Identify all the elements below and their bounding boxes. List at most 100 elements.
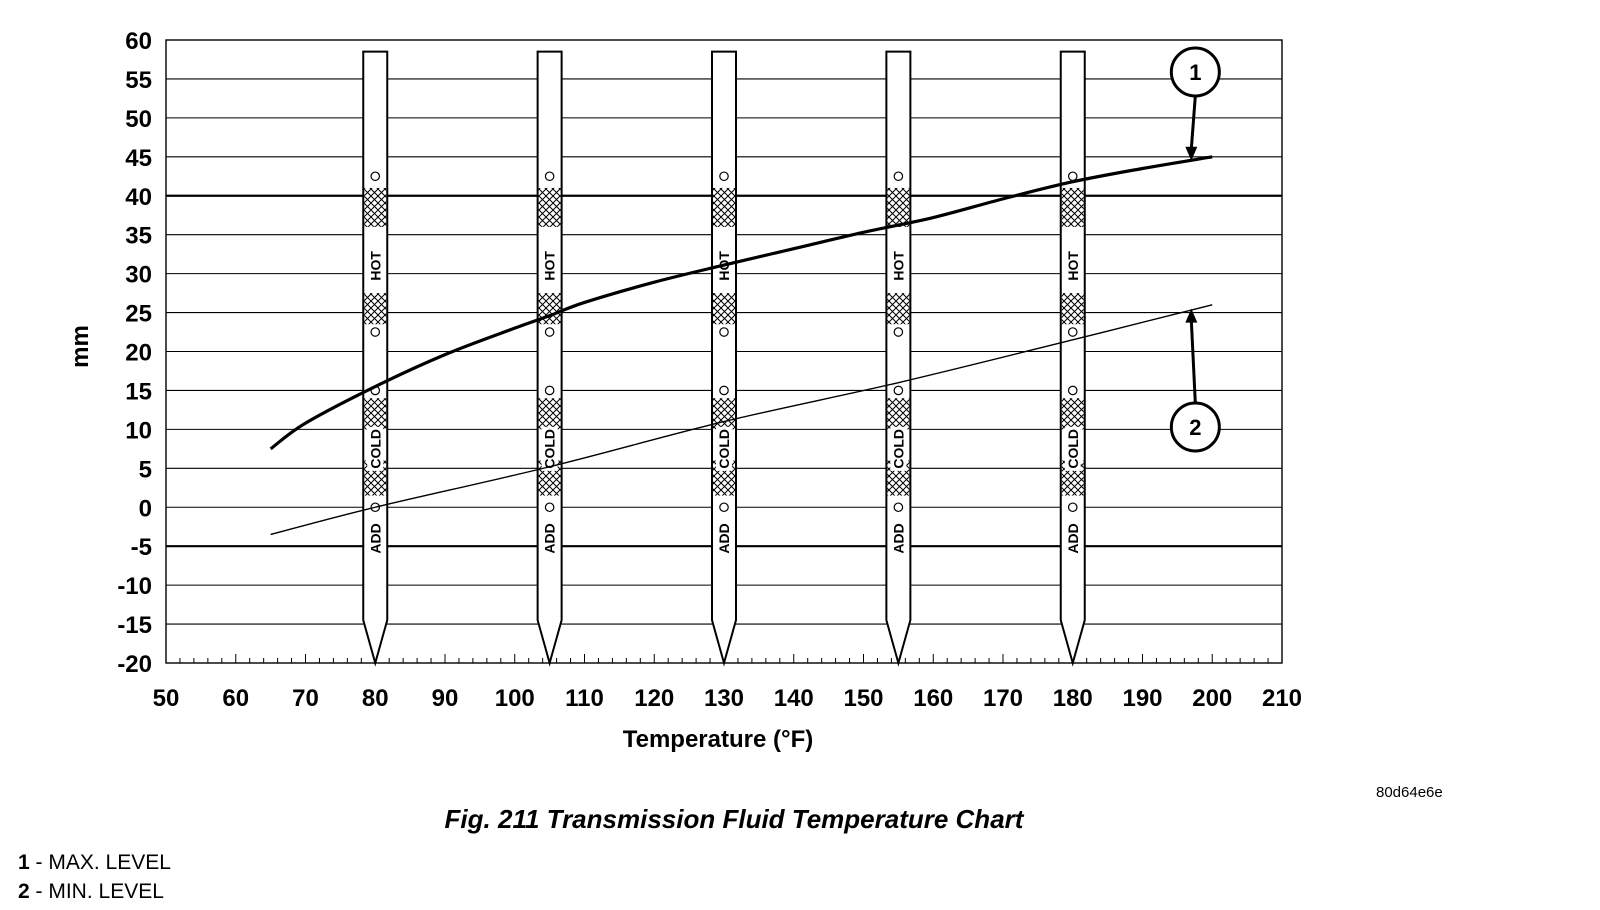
y-tick-label: 50 <box>125 106 152 133</box>
label-bg <box>1064 250 1081 281</box>
x-tick-label: 120 <box>634 685 674 712</box>
level-marker <box>1067 171 1078 182</box>
y-tick-label: 10 <box>125 417 152 444</box>
y-tick-label: -5 <box>131 534 152 561</box>
level-marker <box>719 327 729 337</box>
x-tick-label: 170 <box>983 685 1023 712</box>
level-marker <box>893 502 904 513</box>
label-bg <box>716 523 732 554</box>
hatch-band <box>713 187 735 227</box>
x-tick-label: 130 <box>704 685 744 712</box>
hatch-band <box>1061 187 1084 227</box>
dipstick-outline <box>362 50 389 667</box>
x-tick-label: 60 <box>222 685 249 712</box>
y-tick-label: -20 <box>117 651 152 678</box>
dipstick-label: COLD <box>890 429 906 469</box>
y-tick-label: 5 <box>139 456 152 483</box>
y-tick-label: 0 <box>139 495 152 522</box>
label-bg <box>890 250 907 281</box>
dipstick-180: HOT COLD ADD <box>1059 50 1086 667</box>
hatch-band <box>713 398 735 430</box>
x-tick-label: 80 <box>362 685 389 712</box>
y-tick-label: 55 <box>125 67 152 94</box>
y-tick-label: 40 <box>125 184 152 211</box>
callout-leader <box>1189 320 1197 404</box>
label-bg <box>367 523 384 554</box>
dipstick-label: COLD <box>367 429 383 469</box>
level-marker <box>1067 385 1078 396</box>
dipstick-105: HOT COLD ADD <box>536 50 563 667</box>
y-tick-label: 30 <box>125 262 152 289</box>
level-marker <box>544 327 555 337</box>
x-tick-label: 150 <box>843 685 883 712</box>
hatch-band <box>538 398 561 430</box>
label-bg <box>890 523 907 554</box>
legend-item-min-level: 2 - MIN. LEVEL <box>18 880 164 903</box>
hatch-band <box>538 187 561 227</box>
dipstick-outline <box>536 50 563 667</box>
label-bg <box>716 426 732 471</box>
dipstick-label: COLD <box>716 429 732 469</box>
x-tick-label: 110 <box>565 685 604 712</box>
level-marker <box>370 171 381 182</box>
y-tick-label: 60 <box>125 28 152 55</box>
x-tick-label: 140 <box>774 685 814 712</box>
y-tick-label: 25 <box>125 301 152 328</box>
callout-number: 2 <box>1189 415 1201 440</box>
dipstick-label: ADD <box>890 523 906 553</box>
label-bg <box>1064 426 1081 471</box>
min-level-curve <box>270 304 1213 536</box>
label-bg <box>541 426 558 471</box>
x-tick-label: 90 <box>432 685 459 712</box>
dipstick-label: ADD <box>367 523 383 553</box>
dipstick-label: HOT <box>890 251 906 281</box>
y-tick-label: -10 <box>117 573 152 600</box>
y-tick-label: 35 <box>125 223 152 250</box>
hatch-band <box>887 398 910 430</box>
figure-id: 80d64e6e <box>1376 784 1443 801</box>
level-marker <box>893 327 904 337</box>
y-tick-label: 20 <box>125 340 152 367</box>
level-marker <box>544 502 555 513</box>
level-marker <box>893 385 904 396</box>
dipstick-label: ADD <box>1065 523 1081 553</box>
dipstick-label: ADD <box>542 523 558 553</box>
y-axis-title: mm <box>67 325 94 368</box>
level-marker <box>893 171 904 182</box>
dipstick-label: HOT <box>367 251 383 281</box>
callout-arrowhead <box>1185 308 1198 323</box>
callout-leader <box>1189 95 1197 149</box>
level-marker <box>719 171 729 182</box>
x-tick-label: 200 <box>1192 685 1232 712</box>
hatch-band <box>364 187 387 227</box>
level-marker <box>544 171 555 182</box>
dipstick-label: COLD <box>1065 429 1081 469</box>
legend-item-max-level: 1 - MAX. LEVEL <box>18 851 171 874</box>
x-tick-label: 180 <box>1053 685 1093 712</box>
dipstick-outline <box>885 50 912 667</box>
hatch-band <box>887 293 910 325</box>
x-tick-label: 70 <box>292 685 319 712</box>
hatch-band <box>1061 293 1084 325</box>
label-bg <box>541 523 558 554</box>
dipstick-label: COLD <box>542 429 558 469</box>
label-bg <box>1064 523 1081 554</box>
level-marker <box>719 502 729 513</box>
x-tick-label: 210 <box>1262 685 1302 712</box>
dipstick-outline <box>1059 50 1086 667</box>
callout-number: 1 <box>1189 60 1201 85</box>
dipstick-label: ADD <box>716 523 732 553</box>
hatch-band <box>887 187 910 227</box>
label-bg <box>541 250 558 281</box>
dipstick-label: HOT <box>1065 251 1081 281</box>
x-tick-label: 190 <box>1122 685 1162 712</box>
y-tick-label: 45 <box>125 145 152 172</box>
callout-2: 2 <box>1169 308 1221 453</box>
level-marker <box>1067 502 1078 513</box>
label-bg <box>890 426 907 471</box>
hatch-band <box>713 293 735 325</box>
max-level-curve <box>269 155 1213 451</box>
dipstick-outline <box>711 50 737 667</box>
